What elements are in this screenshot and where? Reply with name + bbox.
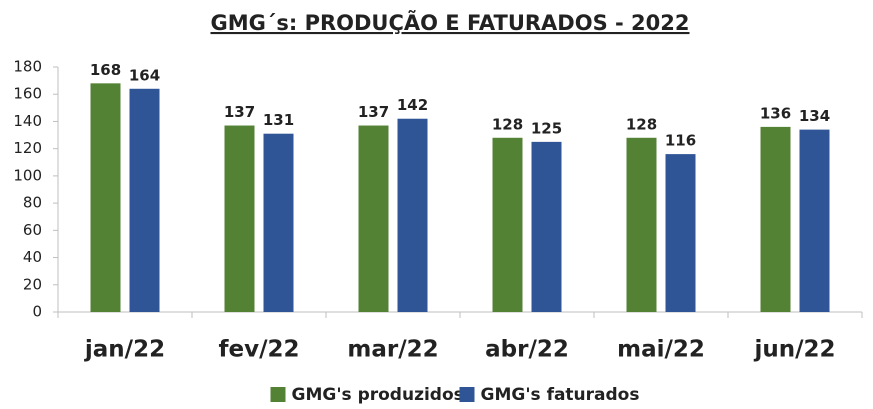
data-label: 136 [760, 104, 791, 122]
data-label: 128 [626, 115, 657, 133]
legend-swatch [459, 387, 475, 402]
data-label: 116 [665, 132, 696, 150]
bar [531, 141, 562, 312]
bar [492, 137, 523, 312]
data-label: 142 [397, 96, 428, 114]
legend-swatch [270, 387, 286, 402]
bar [129, 88, 160, 313]
data-label: 125 [531, 119, 562, 137]
bar [224, 125, 255, 313]
data-label: 128 [492, 115, 523, 133]
y-tick-label: 60 [23, 221, 42, 239]
x-tick-label: abr/22 [485, 337, 569, 363]
y-tick-label: 100 [13, 166, 42, 184]
bar [90, 83, 121, 312]
y-tick-label: 40 [23, 248, 42, 266]
y-tick-label: 180 [13, 58, 42, 76]
bar [358, 125, 389, 313]
x-tick-label: jan/22 [84, 337, 165, 363]
data-label: 137 [224, 103, 255, 121]
y-tick-label: 160 [13, 85, 42, 103]
y-tick-label: 80 [23, 194, 42, 212]
y-tick-label: 0 [32, 303, 42, 321]
chart-title: GMG´s: PRODUÇÃO E FATURADOS - 2022 [210, 10, 689, 35]
y-tick-label: 20 [23, 275, 42, 293]
legend-label: GMG's faturados [481, 385, 640, 405]
bar [665, 154, 696, 312]
x-tick-label: jun/22 [753, 337, 835, 363]
legend-label: GMG's produzidos [292, 385, 464, 405]
bar [397, 118, 428, 312]
bar [626, 137, 657, 312]
data-label: 131 [263, 111, 294, 129]
bar [760, 126, 791, 312]
bar [263, 133, 294, 312]
y-tick-label: 140 [13, 112, 42, 130]
bar [799, 129, 830, 312]
y-tick-label: 120 [13, 139, 42, 157]
x-tick-label: mai/22 [617, 337, 705, 363]
x-tick-label: mar/22 [347, 337, 438, 363]
x-tick-label: fev/22 [218, 337, 299, 363]
data-label: 137 [358, 103, 389, 121]
data-label: 168 [90, 61, 121, 79]
data-label: 134 [799, 107, 830, 125]
data-label: 164 [129, 66, 160, 84]
